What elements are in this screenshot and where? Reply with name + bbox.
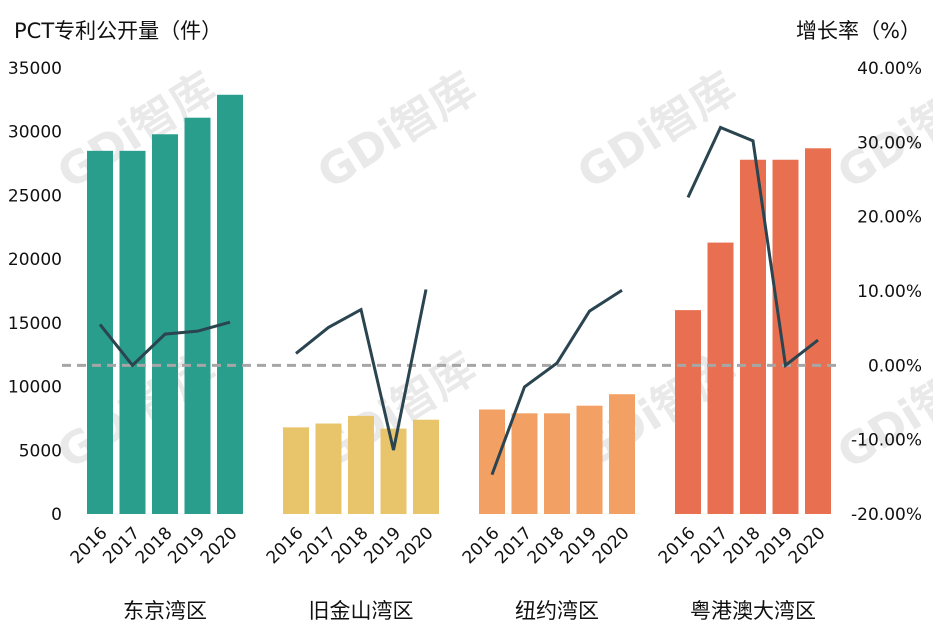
bar bbox=[675, 310, 701, 514]
growth-line bbox=[686, 125, 819, 369]
watermark-text: GDi智库 bbox=[829, 63, 933, 199]
growth-line bbox=[490, 288, 623, 476]
x-tick-label: 2018 bbox=[524, 523, 569, 568]
bar bbox=[413, 419, 439, 514]
x-tick-label: 2020 bbox=[589, 523, 634, 568]
region-labels: 东京湾区 旧金山湾区 纽约湾区 粤港澳大湾区 bbox=[123, 599, 816, 623]
x-tick-label: 2019 bbox=[164, 523, 209, 568]
x-tick-label: 2017 bbox=[99, 523, 144, 568]
left-tick-label: 35000 bbox=[8, 59, 62, 79]
growth-lines-layer bbox=[98, 125, 819, 476]
bar bbox=[740, 159, 766, 514]
bar bbox=[380, 428, 407, 514]
x-tick-label: 2019 bbox=[752, 523, 797, 568]
region-label: 纽约湾区 bbox=[515, 599, 599, 623]
right-tick-label: 20.00% bbox=[857, 208, 922, 228]
bar bbox=[609, 394, 635, 514]
bar bbox=[283, 427, 309, 514]
watermark-text: GDi智库 bbox=[309, 63, 485, 199]
bar bbox=[511, 413, 538, 514]
x-tick-label: 2017 bbox=[687, 523, 732, 568]
growth-line bbox=[295, 289, 428, 451]
left-tick-label: 0 bbox=[51, 505, 62, 525]
x-tick-label: 2018 bbox=[132, 523, 177, 568]
right-tick-label: 30.00% bbox=[857, 133, 922, 153]
bar bbox=[576, 405, 603, 514]
bar bbox=[479, 409, 505, 514]
x-tick-label: 2017 bbox=[295, 523, 340, 568]
region-label: 粤港澳大湾区 bbox=[690, 599, 816, 623]
region-label: 旧金山湾区 bbox=[309, 599, 414, 623]
left-tick-label: 25000 bbox=[8, 186, 62, 206]
left-tick-label: 5000 bbox=[19, 441, 62, 461]
x-tick-label: 2020 bbox=[197, 523, 242, 568]
left-tick-label: 20000 bbox=[8, 250, 62, 270]
bar bbox=[152, 134, 178, 514]
bar bbox=[315, 423, 342, 514]
bar bbox=[217, 94, 243, 514]
left-axis-title: PCT专利公开量（件） bbox=[14, 19, 222, 43]
x-tick-label: 2019 bbox=[360, 523, 405, 568]
left-tick-label: 15000 bbox=[8, 314, 62, 334]
x-tick-label: 2016 bbox=[459, 523, 504, 568]
bar bbox=[119, 150, 146, 515]
growth-line bbox=[98, 320, 231, 368]
bar bbox=[184, 117, 211, 514]
x-tick-label: 2018 bbox=[720, 523, 765, 568]
left-tick-label: 10000 bbox=[8, 378, 62, 398]
region-label: 东京湾区 bbox=[123, 599, 207, 623]
bar bbox=[772, 159, 799, 514]
x-tick-label: 2020 bbox=[785, 523, 830, 568]
x-tick-label: 2017 bbox=[491, 523, 536, 568]
left-tick-label: 30000 bbox=[8, 123, 62, 143]
right-tick-label: 10.00% bbox=[857, 282, 922, 302]
bar bbox=[87, 150, 113, 515]
right-tick-label: 40.00% bbox=[857, 59, 922, 79]
right-tick-label: 0.00% bbox=[868, 356, 922, 376]
right-tick-label: -20.00% bbox=[851, 505, 922, 525]
x-tick-label: 2018 bbox=[328, 523, 373, 568]
x-tick-label: 2016 bbox=[263, 523, 308, 568]
bar bbox=[544, 413, 570, 514]
bar bbox=[805, 148, 831, 514]
right-axis-ticks: -20.00% -10.00% 0.00% 10.00% 20.00% 30.00% 40.… bbox=[851, 59, 922, 525]
bars-layer bbox=[87, 94, 831, 515]
bar bbox=[707, 242, 734, 514]
right-axis-title: 增长率（%） bbox=[796, 19, 921, 43]
x-tick-label: 2016 bbox=[655, 523, 700, 568]
x-tick-label: 2019 bbox=[556, 523, 601, 568]
right-tick-label: -10.00% bbox=[851, 431, 922, 451]
x-tick-label: 2020 bbox=[393, 523, 438, 568]
bar bbox=[348, 415, 374, 514]
left-axis-ticks: 0 5000 10000 15000 20000 25000 30000 35000 bbox=[8, 59, 62, 525]
x-tick-label: 2016 bbox=[67, 523, 112, 568]
